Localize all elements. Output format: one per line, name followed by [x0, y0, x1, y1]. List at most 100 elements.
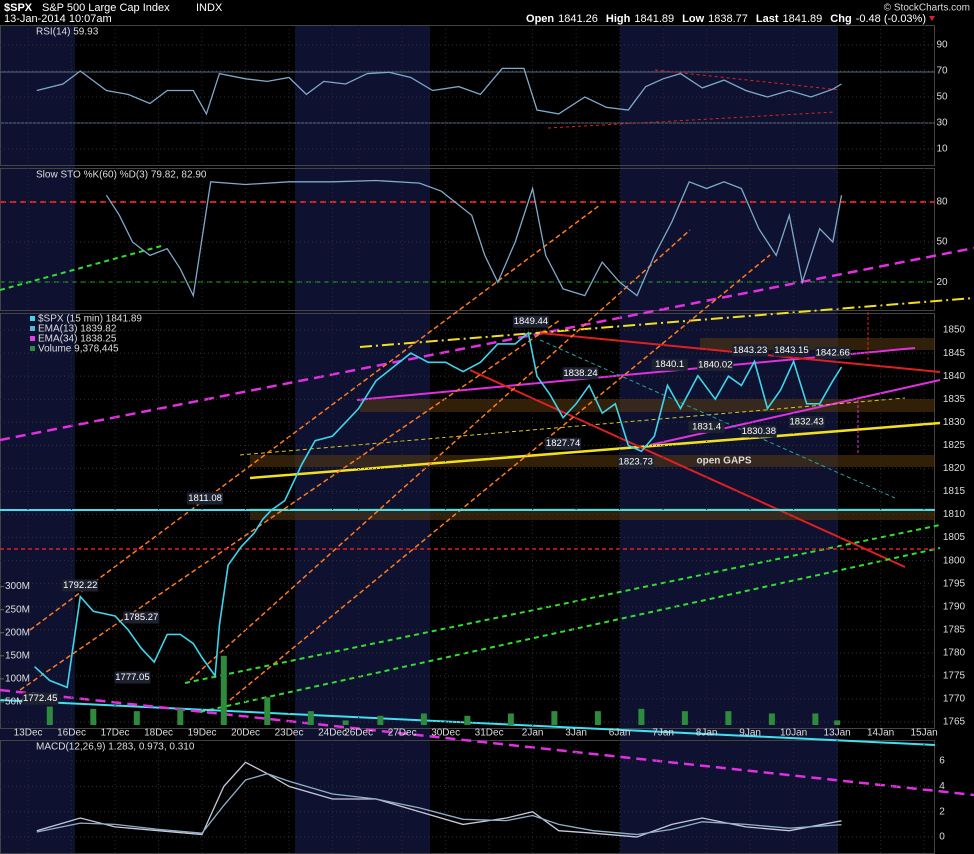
note: open GAPS — [697, 456, 752, 467]
y-tick-label: 1765 — [943, 717, 966, 728]
y-tick-label: 50 — [936, 237, 948, 248]
annotation: 1811.08 — [188, 493, 222, 504]
quote-label: Low — [682, 13, 704, 25]
volume-bar — [420, 713, 427, 726]
volume-bar — [90, 708, 97, 726]
rsi-levels — [0, 71, 935, 124]
y-tick-label: 1845 — [943, 348, 966, 359]
x-tick-label: 20Dec — [231, 728, 260, 739]
quote-value: 1841.26 — [558, 13, 598, 25]
y-tick-label: 1835 — [943, 394, 966, 405]
volume-bar — [264, 697, 271, 726]
x-tick-label: 15Jan — [911, 728, 938, 739]
annotation-box — [114, 671, 151, 684]
annotation: 1792.22 — [63, 580, 97, 591]
quote-label: Open — [526, 13, 554, 25]
legend-entry: $SPX (15 min) 1841.89 — [38, 314, 142, 325]
x-tick-label: 18Dec — [144, 728, 173, 739]
volume-bar — [594, 711, 601, 726]
volume-bar — [638, 708, 645, 726]
panel-title: RSI(14) 59.93 — [36, 27, 99, 38]
x-tick-label: 31Dec — [475, 728, 504, 739]
volume-bar — [768, 713, 775, 726]
x-tick-label: 17Dec — [101, 728, 130, 739]
x-tick-label: 23Dec — [275, 728, 304, 739]
y-tick-label: 0 — [939, 832, 945, 843]
legend-entry: Volume 9,378,445 — [38, 344, 119, 355]
y-tick-label: 20 — [936, 277, 948, 288]
y-tick-label: 4 — [939, 781, 945, 792]
series-line — [36, 773, 842, 836]
annotation-box — [545, 437, 582, 450]
y-tick-label: 1820 — [943, 463, 966, 474]
annotation-box — [732, 344, 769, 357]
quote-value: -0.48 (-0.03%) — [856, 13, 926, 25]
volume-bar — [46, 706, 53, 726]
y-tick-label: 1800 — [943, 555, 966, 566]
y-tick-label: 1805 — [943, 532, 966, 543]
legend-entry: EMA(34) 1838.25 — [38, 334, 117, 345]
y-tick-label: 1810 — [943, 509, 966, 520]
symbol: $SPX — [4, 2, 33, 14]
x-tick-label: 6Jan — [609, 728, 631, 739]
annotation-box — [562, 367, 599, 380]
volume-bar — [681, 711, 688, 726]
annotation-box — [187, 492, 224, 505]
annotation: 1840.02 — [698, 360, 732, 371]
annotation: 1831.4 — [692, 421, 721, 432]
y-tick-label: 90 — [936, 40, 948, 51]
y-tick-label: 6 — [939, 756, 945, 767]
y2-tick-label: 50M — [5, 697, 24, 708]
x-tick-label: 26Dec — [344, 728, 373, 739]
annotation: 1830.38 — [742, 426, 776, 437]
legend-entry: EMA(13) 1839.82 — [38, 324, 117, 335]
volume-bar — [220, 655, 227, 726]
annotation: 1777.05 — [115, 672, 149, 683]
volume-bar — [812, 713, 819, 726]
y-tick-label: 10 — [936, 144, 948, 155]
x-tick-label: 10Jan — [780, 728, 807, 739]
y-tick-label: 1815 — [943, 486, 966, 497]
y-tick-label: 1790 — [943, 601, 966, 612]
annotation-box — [788, 416, 825, 429]
annotation: 1840.1 — [655, 359, 684, 370]
panel-title: MACD(12,26,9) 1.283, 0.973, 0.310 — [36, 742, 195, 753]
annotation-box — [651, 358, 688, 371]
y-tick-label: 2 — [939, 806, 945, 817]
quote-label: Chg — [830, 13, 851, 25]
y2-tick-label: 100M — [5, 674, 30, 685]
y-tick-label: 1830 — [943, 417, 966, 428]
quote-label: High — [606, 13, 631, 25]
annotation: 1842.66 — [816, 347, 850, 358]
annotation: 1772.45 — [23, 693, 57, 704]
annotation: 1785.27 — [124, 612, 158, 623]
annotation-box — [688, 420, 725, 433]
timestamp: 13-Jan-2014 10:07am — [4, 13, 112, 25]
annotation: 1838.24 — [563, 368, 597, 379]
x-tick-label: 16Dec — [57, 728, 86, 739]
x-tick-label: 27Dec — [388, 728, 417, 739]
y-tick-label: 30 — [936, 118, 948, 129]
annotation-box — [740, 425, 777, 438]
volume-bar — [507, 713, 514, 726]
volume-bar — [464, 715, 471, 726]
down-arrow — [929, 16, 935, 21]
series-line — [36, 761, 842, 838]
x-tick-label: 8Jan — [696, 728, 718, 739]
x-tick-label: 13Dec — [14, 728, 43, 739]
annotation: 1827.74 — [546, 438, 580, 449]
exchange: INDX — [196, 2, 223, 14]
y-tick-label: 50 — [936, 92, 948, 103]
x-tick-label: 3Jan — [565, 728, 587, 739]
y-tick-label: 1770 — [943, 694, 966, 705]
annotation: 1823.73 — [619, 457, 653, 468]
quote-label: Last — [756, 13, 779, 25]
volume-bar — [342, 720, 349, 726]
x-tick-label: 14Jan — [867, 728, 894, 739]
x-tick-label: 24Dec — [318, 728, 347, 739]
quote-value: 1841.89 — [783, 13, 823, 25]
y-tick-label: 1850 — [943, 325, 966, 336]
x-tick-label: 2Jan — [522, 728, 544, 739]
panel-title: Slow STO %K(60) %D(3) 79.82, 82.90 — [36, 170, 207, 181]
